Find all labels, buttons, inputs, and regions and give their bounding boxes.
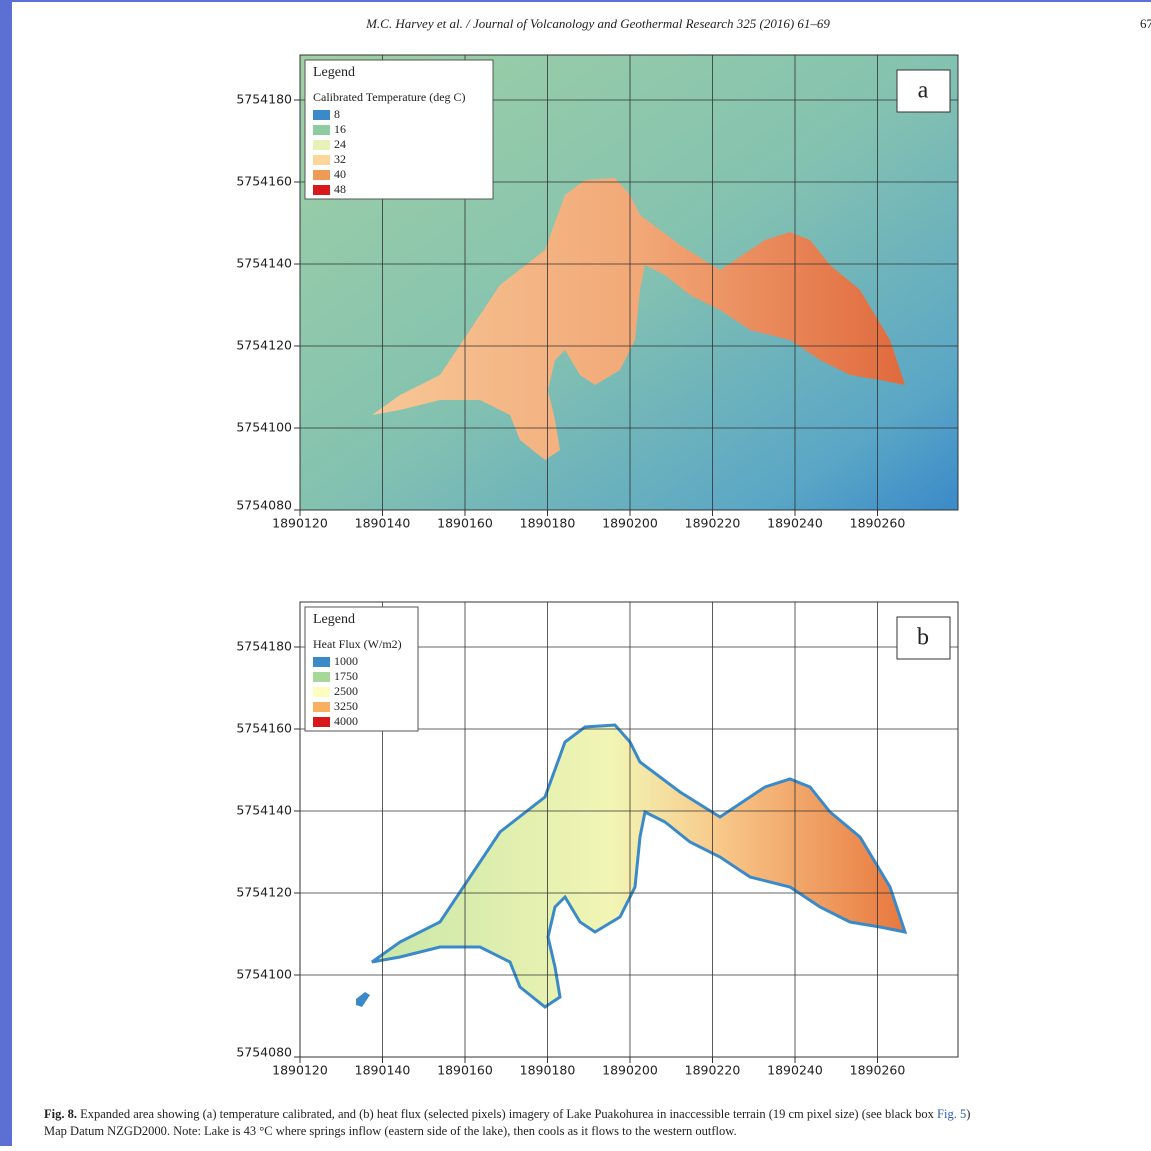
y-tick-label: 5754100 <box>236 967 292 982</box>
legend: Legend Calibrated Temperature (deg C) 81… <box>305 60 493 199</box>
x-tick-label: 1890220 <box>685 1063 741 1078</box>
y-tick-label: 5754160 <box>236 174 292 189</box>
x-tick-label: 1890160 <box>437 516 493 531</box>
x-tick-label: 1890120 <box>272 1063 328 1078</box>
y-tick-label: 5754180 <box>236 92 292 107</box>
legend-label: 40 <box>334 167 346 181</box>
x-tick-label: 1890260 <box>850 516 906 531</box>
y-tick-label: 5754080 <box>236 1045 292 1060</box>
x-tick-label: 1890160 <box>437 1063 493 1078</box>
x-tick-label: 1890260 <box>850 1063 906 1078</box>
legend-label: 3250 <box>334 699 358 713</box>
legend-swatch <box>313 170 330 180</box>
panel-label: b <box>917 625 929 651</box>
x-tick-label: 1890180 <box>520 1063 576 1078</box>
border-top <box>0 0 1151 2</box>
caption-text: Expanded area showing (a) temperature ca… <box>80 1107 935 1121</box>
page: {"header": {"running_title": "M.C. Harve… <box>0 0 1151 1146</box>
x-tick-label: 1890200 <box>602 516 658 531</box>
legend-label: 4000 <box>334 714 358 728</box>
x-tick-label: 1890240 <box>767 516 823 531</box>
legend-heading: Calibrated Temperature (deg C) <box>313 90 466 104</box>
legend-swatch <box>313 672 330 682</box>
y-tick-label: 5754140 <box>236 803 292 818</box>
caption-link[interactable]: Fig. 5 <box>937 1107 966 1121</box>
y-tick-label: 5754120 <box>236 338 292 353</box>
x-tick-label: 1890140 <box>355 516 411 531</box>
x-tick-label: 1890200 <box>602 1063 658 1078</box>
legend: Legend Heat Flux (W/m2) 1000175025003250… <box>305 607 418 731</box>
legend-title: Legend <box>313 612 355 627</box>
page-canvas: M.C. Harvey et al. / Journal of Volcanol… <box>0 0 1151 1146</box>
y-tick-label: 5754080 <box>236 498 292 513</box>
legend-label: 8 <box>334 107 340 121</box>
legend-swatch <box>313 125 330 135</box>
legend-label: 16 <box>334 122 346 136</box>
panel-label: a <box>918 78 929 104</box>
border-left <box>0 0 12 1146</box>
legend-label: 32 <box>334 152 346 166</box>
y-tick-label: 5754140 <box>236 256 292 271</box>
legend-label: 24 <box>334 137 346 151</box>
x-tick-label: 1890220 <box>685 516 741 531</box>
legend-swatch <box>313 657 330 667</box>
legend-label: 48 <box>334 182 346 196</box>
figure-b: Legend Heat Flux (W/m2) 1000175025003250… <box>236 602 958 1078</box>
x-tick-label: 1890120 <box>272 516 328 531</box>
caption-label: Fig. 8. <box>44 1107 77 1121</box>
legend-title: Legend <box>313 65 355 80</box>
y-tick-label: 5754120 <box>236 885 292 900</box>
legend-heading: Heat Flux (W/m2) <box>313 637 402 651</box>
caption-line-1: Fig. 8. Expanded area showing (a) temper… <box>44 1107 970 1121</box>
legend-label: 1000 <box>334 654 358 668</box>
legend-swatch <box>313 155 330 165</box>
legend-swatch <box>313 110 330 120</box>
legend-label: 2500 <box>334 684 358 698</box>
x-tick-label: 1890180 <box>520 516 576 531</box>
page-number: 67 <box>1140 16 1151 31</box>
legend-swatch <box>313 185 330 195</box>
figure-a: Legend Calibrated Temperature (deg C) 81… <box>236 55 958 531</box>
legend-swatch <box>313 702 330 712</box>
running-title: M.C. Harvey et al. / Journal of Volcanol… <box>365 16 830 31</box>
caption-line-2: Map Datum NZGD2000. Note: Lake is 43 °C … <box>44 1124 737 1138</box>
legend-swatch <box>313 140 330 150</box>
y-tick-label: 5754180 <box>236 639 292 654</box>
y-tick-label: 5754160 <box>236 721 292 736</box>
legend-label: 1750 <box>334 669 358 683</box>
legend-swatch <box>313 687 330 697</box>
y-tick-label: 5754100 <box>236 420 292 435</box>
x-tick-label: 1890140 <box>355 1063 411 1078</box>
caption-text-end: ) <box>966 1107 970 1121</box>
x-tick-label: 1890240 <box>767 1063 823 1078</box>
legend-swatch <box>313 717 330 727</box>
